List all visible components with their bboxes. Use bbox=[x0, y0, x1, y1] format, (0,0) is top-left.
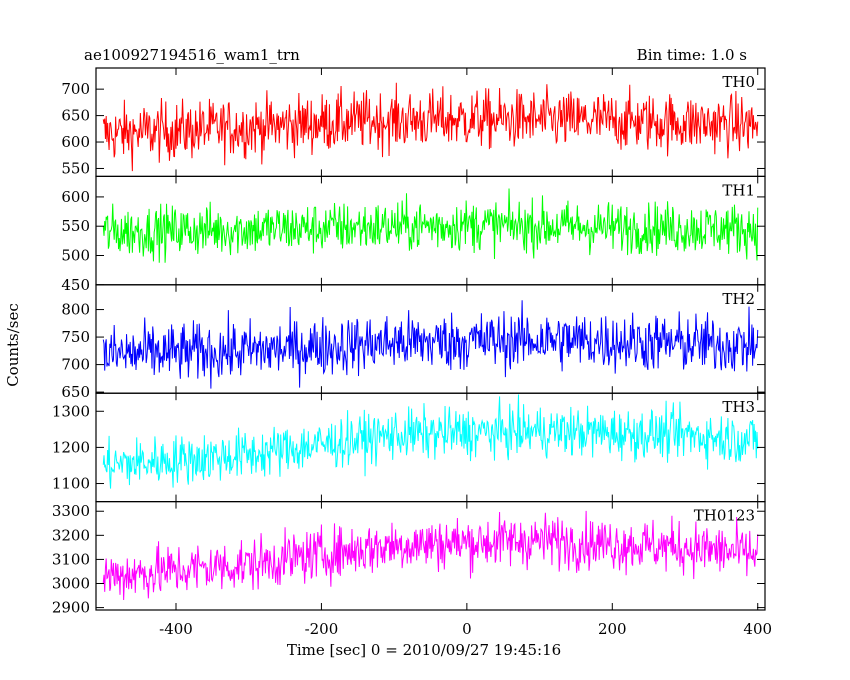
y-tick-label: 700 bbox=[61, 356, 90, 374]
y-tick-label: 550 bbox=[61, 217, 90, 235]
y-tick-label: 1200 bbox=[52, 438, 90, 456]
y-tick-label: 500 bbox=[61, 247, 90, 265]
panel-label-th3: TH3 bbox=[722, 398, 755, 416]
y-tick-label: 650 bbox=[61, 107, 90, 125]
y-tick-label: 550 bbox=[61, 159, 90, 177]
x-tick-label: 200 bbox=[598, 620, 627, 638]
x-tick-label: -200 bbox=[305, 620, 339, 638]
y-tick-label: 750 bbox=[61, 328, 90, 346]
chart-title-left: ae100927194516_wam1_trn bbox=[84, 46, 300, 64]
y-tick-label: 600 bbox=[61, 188, 90, 206]
y-tick-label: 3000 bbox=[52, 575, 90, 593]
series-line-th0 bbox=[102, 82, 759, 172]
y-tick-label: 3300 bbox=[52, 502, 90, 520]
series-line-th2 bbox=[102, 300, 759, 389]
series-line-th1 bbox=[102, 188, 759, 263]
y-tick-label: 650 bbox=[61, 383, 90, 401]
panels-group: TH0 550 600 650 700 TH1 450 500 550 600 TH2 650 700 7… bbox=[52, 67, 772, 638]
y-tick-label: 3200 bbox=[52, 526, 90, 544]
y-tick-label: 450 bbox=[61, 276, 90, 294]
y-axis-label: Counts/sec bbox=[4, 303, 22, 387]
chart-title-right: Bin time: 1.0 s bbox=[637, 46, 747, 64]
y-tick-label: 3100 bbox=[52, 550, 90, 568]
series-line-th0123 bbox=[102, 510, 759, 600]
y-tick-label: 2900 bbox=[52, 599, 90, 617]
y-tick-label: 1100 bbox=[52, 475, 90, 493]
panel-label-th1: TH1 bbox=[722, 181, 755, 199]
panel-label-th0123: TH0123 bbox=[694, 507, 755, 525]
x-tick-label: 400 bbox=[743, 620, 772, 638]
series-line-th3 bbox=[102, 394, 759, 489]
panel-frame bbox=[95, 501, 766, 611]
panel-label-th2: TH2 bbox=[722, 290, 755, 308]
y-tick-label: 700 bbox=[61, 80, 90, 98]
y-tick-label: 800 bbox=[61, 301, 90, 319]
y-tick-label: 1300 bbox=[52, 402, 90, 420]
x-axis-label: Time [sec] 0 = 2010/09/27 19:45:16 bbox=[287, 641, 561, 659]
x-tick-label: 0 bbox=[462, 620, 472, 638]
y-tick-label: 600 bbox=[61, 133, 90, 151]
panel-label-th0: TH0 bbox=[722, 73, 755, 91]
panel-frame bbox=[95, 392, 766, 503]
x-tick-label: -400 bbox=[159, 620, 193, 638]
